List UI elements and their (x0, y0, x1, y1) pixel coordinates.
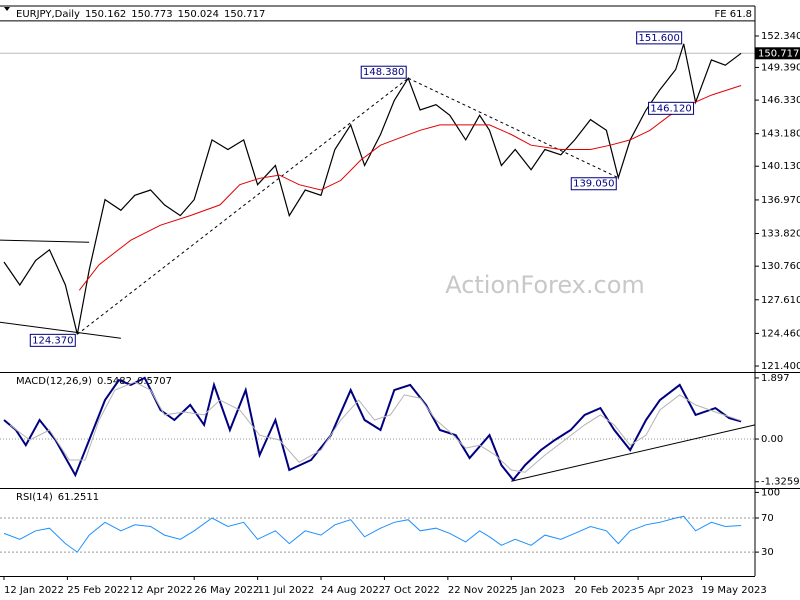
y-tick-label: 136.970 (761, 195, 800, 206)
y-tick-label: 30 (761, 547, 774, 558)
y-tick-label: 1.897 (761, 373, 790, 384)
title: EURJPY,Daily (16, 9, 80, 20)
x-tick-label: 5 Apr 2023 (638, 585, 693, 596)
y-tick-label: 140.130 (761, 161, 800, 172)
plot-layer: EURJPY,Daily 150.162 150.773 150.024 150.717… (0, 9, 800, 596)
readout-value: 150.773 (131, 9, 172, 20)
y-tick-label: 100 (761, 487, 780, 498)
panel-title: MACD(12,26,9) 0.5482 0.5707 (16, 376, 172, 387)
x-tick-label: 7 Oct 2022 (384, 585, 439, 596)
series-line (3, 515, 742, 553)
y-tick-label: 146.330 (761, 95, 800, 106)
x-tick-label: 20 Feb 2023 (575, 585, 637, 596)
trendline (0, 321, 121, 339)
y-tick-label: 143.180 (761, 129, 800, 140)
annotation-box (570, 177, 617, 191)
y-tick-label: 149.390 (761, 62, 800, 73)
menu-icon[interactable] (4, 7, 10, 11)
readout-value: 150.717 (224, 9, 265, 20)
annotation-label: 124.370 (32, 335, 73, 346)
readout-value: 0.5482 (97, 376, 132, 387)
panel-title: RSI(14) 61.2511 (16, 492, 99, 503)
annotation-label: 139.050 (573, 179, 614, 190)
annotation-box (648, 101, 695, 115)
series-line (9, 381, 742, 473)
x-tick-label: 12 Jan 2022 (4, 585, 64, 596)
level-label: FE 61.8 (714, 9, 752, 20)
y-tick-label: 121.400 (761, 361, 800, 372)
annotation-label: 146.120 (650, 103, 691, 114)
trendline (408, 77, 619, 179)
trendline (511, 424, 756, 482)
x-tick-label: 5 Jan 2023 (511, 585, 565, 596)
x-tick-label: 12 Apr 2022 (131, 585, 193, 596)
title: RSI(14) (16, 492, 53, 503)
y-tick-label: 133.820 (761, 229, 800, 240)
x-tick-label: 24 Aug 2022 (321, 585, 385, 596)
readout-value: 61.2511 (58, 492, 99, 503)
x-tick-label: 26 May 2022 (194, 585, 259, 596)
readout-value: 150.162 (85, 9, 126, 20)
annotation-box (360, 65, 407, 79)
panel-title: EURJPY,Daily 150.162 150.773 150.024 150.717 (16, 9, 265, 20)
y-tick-label: 124.460 (761, 328, 800, 339)
y-tick-label: 152.340 (761, 31, 800, 42)
x-tick-label: 22 Nov 2022 (448, 585, 512, 596)
x-tick-label: 25 Feb 2022 (67, 585, 129, 596)
x-tick-label: 11 Jul 2022 (258, 585, 315, 596)
y-tick-label: 130.760 (761, 261, 800, 272)
title: MACD(12,26,9) (16, 376, 92, 387)
annotation-box (636, 31, 683, 45)
annotation-label: 148.380 (363, 67, 404, 78)
trendline (76, 77, 409, 335)
last-price-tag (755, 47, 800, 60)
readout-value: 150.024 (178, 9, 219, 20)
trendline (0, 239, 90, 243)
series-line (3, 376, 742, 482)
series-line (3, 43, 742, 335)
y-tick-label: -1.3259 (761, 477, 800, 488)
y-tick-label: 0.00 (761, 434, 783, 445)
x-tick-label: 19 May 2023 (701, 585, 766, 596)
series-line (78, 85, 742, 291)
last-price-label: 150.717 (758, 48, 799, 59)
annotation-box (29, 333, 76, 347)
y-tick-label: 70 (761, 513, 774, 524)
annotation-label: 151.600 (638, 33, 679, 44)
readout-value: 0.5707 (137, 376, 172, 387)
y-tick-label: 127.610 (761, 295, 800, 306)
watermark: ActionForex.com (445, 271, 645, 299)
